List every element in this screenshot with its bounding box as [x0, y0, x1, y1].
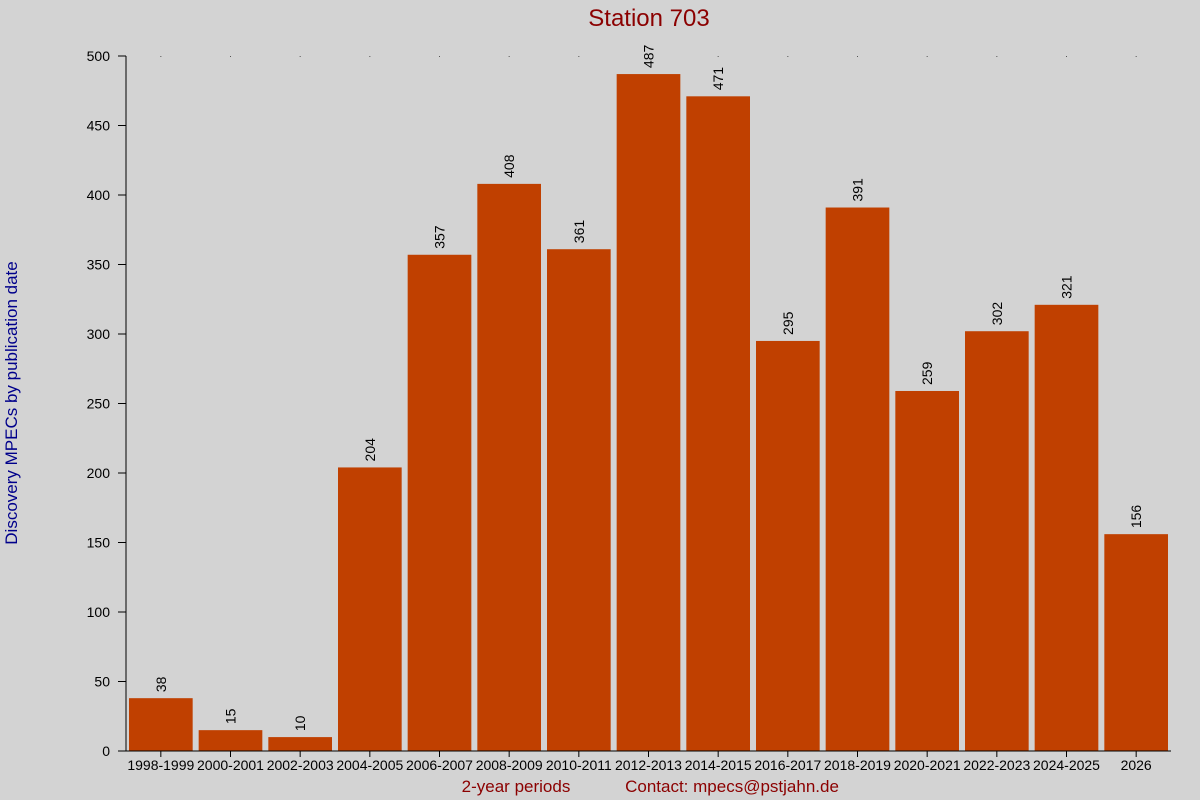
bar [965, 331, 1029, 751]
bar [407, 254, 472, 751]
bar-value-label: 408 [501, 154, 517, 178]
x-axis-ticks: 1998-1999 2000-2001 2002-2003 2004-2005 2006… [127, 751, 1152, 773]
top-dot [508, 56, 510, 57]
y-tick-label: 150 [87, 535, 111, 551]
top-dot [996, 56, 998, 57]
x-tick-label: 2014-2015 [685, 757, 752, 773]
bar-value-label: 391 [850, 178, 866, 202]
bar [616, 74, 681, 751]
y-tick-label: 50 [94, 674, 110, 690]
chart-title: Station 703 [588, 5, 709, 32]
top-dot [230, 56, 231, 57]
y-tick-label: 400 [87, 187, 111, 203]
y-tick-label: 100 [87, 604, 111, 620]
top-dot [717, 56, 719, 57]
bar [756, 340, 820, 751]
bars [129, 74, 1168, 751]
bar [895, 390, 959, 751]
top-dot [857, 56, 858, 57]
bar-value-label: 38 [153, 676, 169, 692]
bar-value-label: 357 [432, 225, 448, 249]
bar-value-labels: 38 15 10 204 357 408 361 487 471 295 391 259 302 321 1… [153, 44, 1144, 731]
y-tick-label: 500 [87, 48, 111, 64]
top-dots [160, 56, 1137, 57]
x-tick-label: 2026 [1121, 757, 1152, 773]
bar-value-label: 15 [223, 708, 239, 724]
top-dot [926, 56, 928, 57]
bar-value-label: 295 [780, 311, 796, 335]
top-dot [1135, 56, 1137, 57]
x-tick-label: 2018-2019 [824, 757, 891, 773]
y-tick-label: 300 [87, 326, 111, 342]
top-dot [578, 56, 580, 57]
y-tick-label: 0 [102, 743, 110, 759]
bar-value-label: 10 [292, 715, 308, 731]
x-tick-label: 1998-1999 [127, 757, 194, 773]
bar [1034, 304, 1099, 751]
bar-value-label: 361 [571, 220, 587, 244]
y-tick-label: 450 [87, 118, 111, 134]
bar [547, 249, 611, 751]
x-tick-label: 2024-2025 [1033, 757, 1100, 773]
x-tick-label: 2010-2011 [546, 757, 612, 773]
bar-value-label: 471 [710, 67, 726, 91]
x-tick-label: 2002-2003 [267, 757, 334, 773]
top-dot [787, 56, 789, 57]
top-dot [160, 56, 162, 57]
bar [198, 730, 263, 751]
top-dot [1066, 56, 1067, 57]
bar-value-label: 487 [641, 44, 657, 68]
top-dot [299, 56, 301, 57]
top-dot [648, 56, 649, 57]
bar [1104, 534, 1168, 751]
x-tick-label: 2006-2007 [406, 757, 473, 773]
x-tick-label: 2016-2017 [754, 757, 821, 773]
x-axis-label: 2-year periods [462, 777, 571, 796]
bar-value-label: 321 [1059, 275, 1075, 299]
top-dot [369, 56, 371, 57]
bar [825, 207, 890, 751]
x-tick-label: 2022-2023 [963, 757, 1030, 773]
bar [686, 96, 750, 751]
y-axis-ticks: 0 50 100 150 200 250 300 350 400 450 500 [87, 48, 126, 759]
top-dot [439, 56, 440, 57]
bar-value-label: 259 [919, 361, 935, 385]
contact-text: Contact: mpecs@pstjahn.de [625, 777, 839, 796]
bar [268, 737, 332, 751]
bar-value-label: 156 [1128, 505, 1144, 529]
bar-value-label: 204 [362, 438, 378, 462]
bar [338, 467, 402, 751]
y-tick-label: 350 [87, 257, 111, 273]
y-axis-label: Discovery MPECs by publication date [2, 261, 21, 544]
x-tick-label: 2020-2021 [894, 757, 961, 773]
x-tick-label: 2004-2005 [336, 757, 403, 773]
bar-value-label: 302 [989, 302, 1005, 326]
x-tick-label: 2012-2013 [615, 757, 682, 773]
x-tick-label: 2000-2001 [197, 757, 264, 773]
bar [129, 698, 193, 751]
y-tick-label: 200 [87, 465, 111, 481]
x-tick-label: 2008-2009 [476, 757, 543, 773]
y-tick-label: 250 [87, 396, 111, 412]
bar [477, 183, 541, 751]
